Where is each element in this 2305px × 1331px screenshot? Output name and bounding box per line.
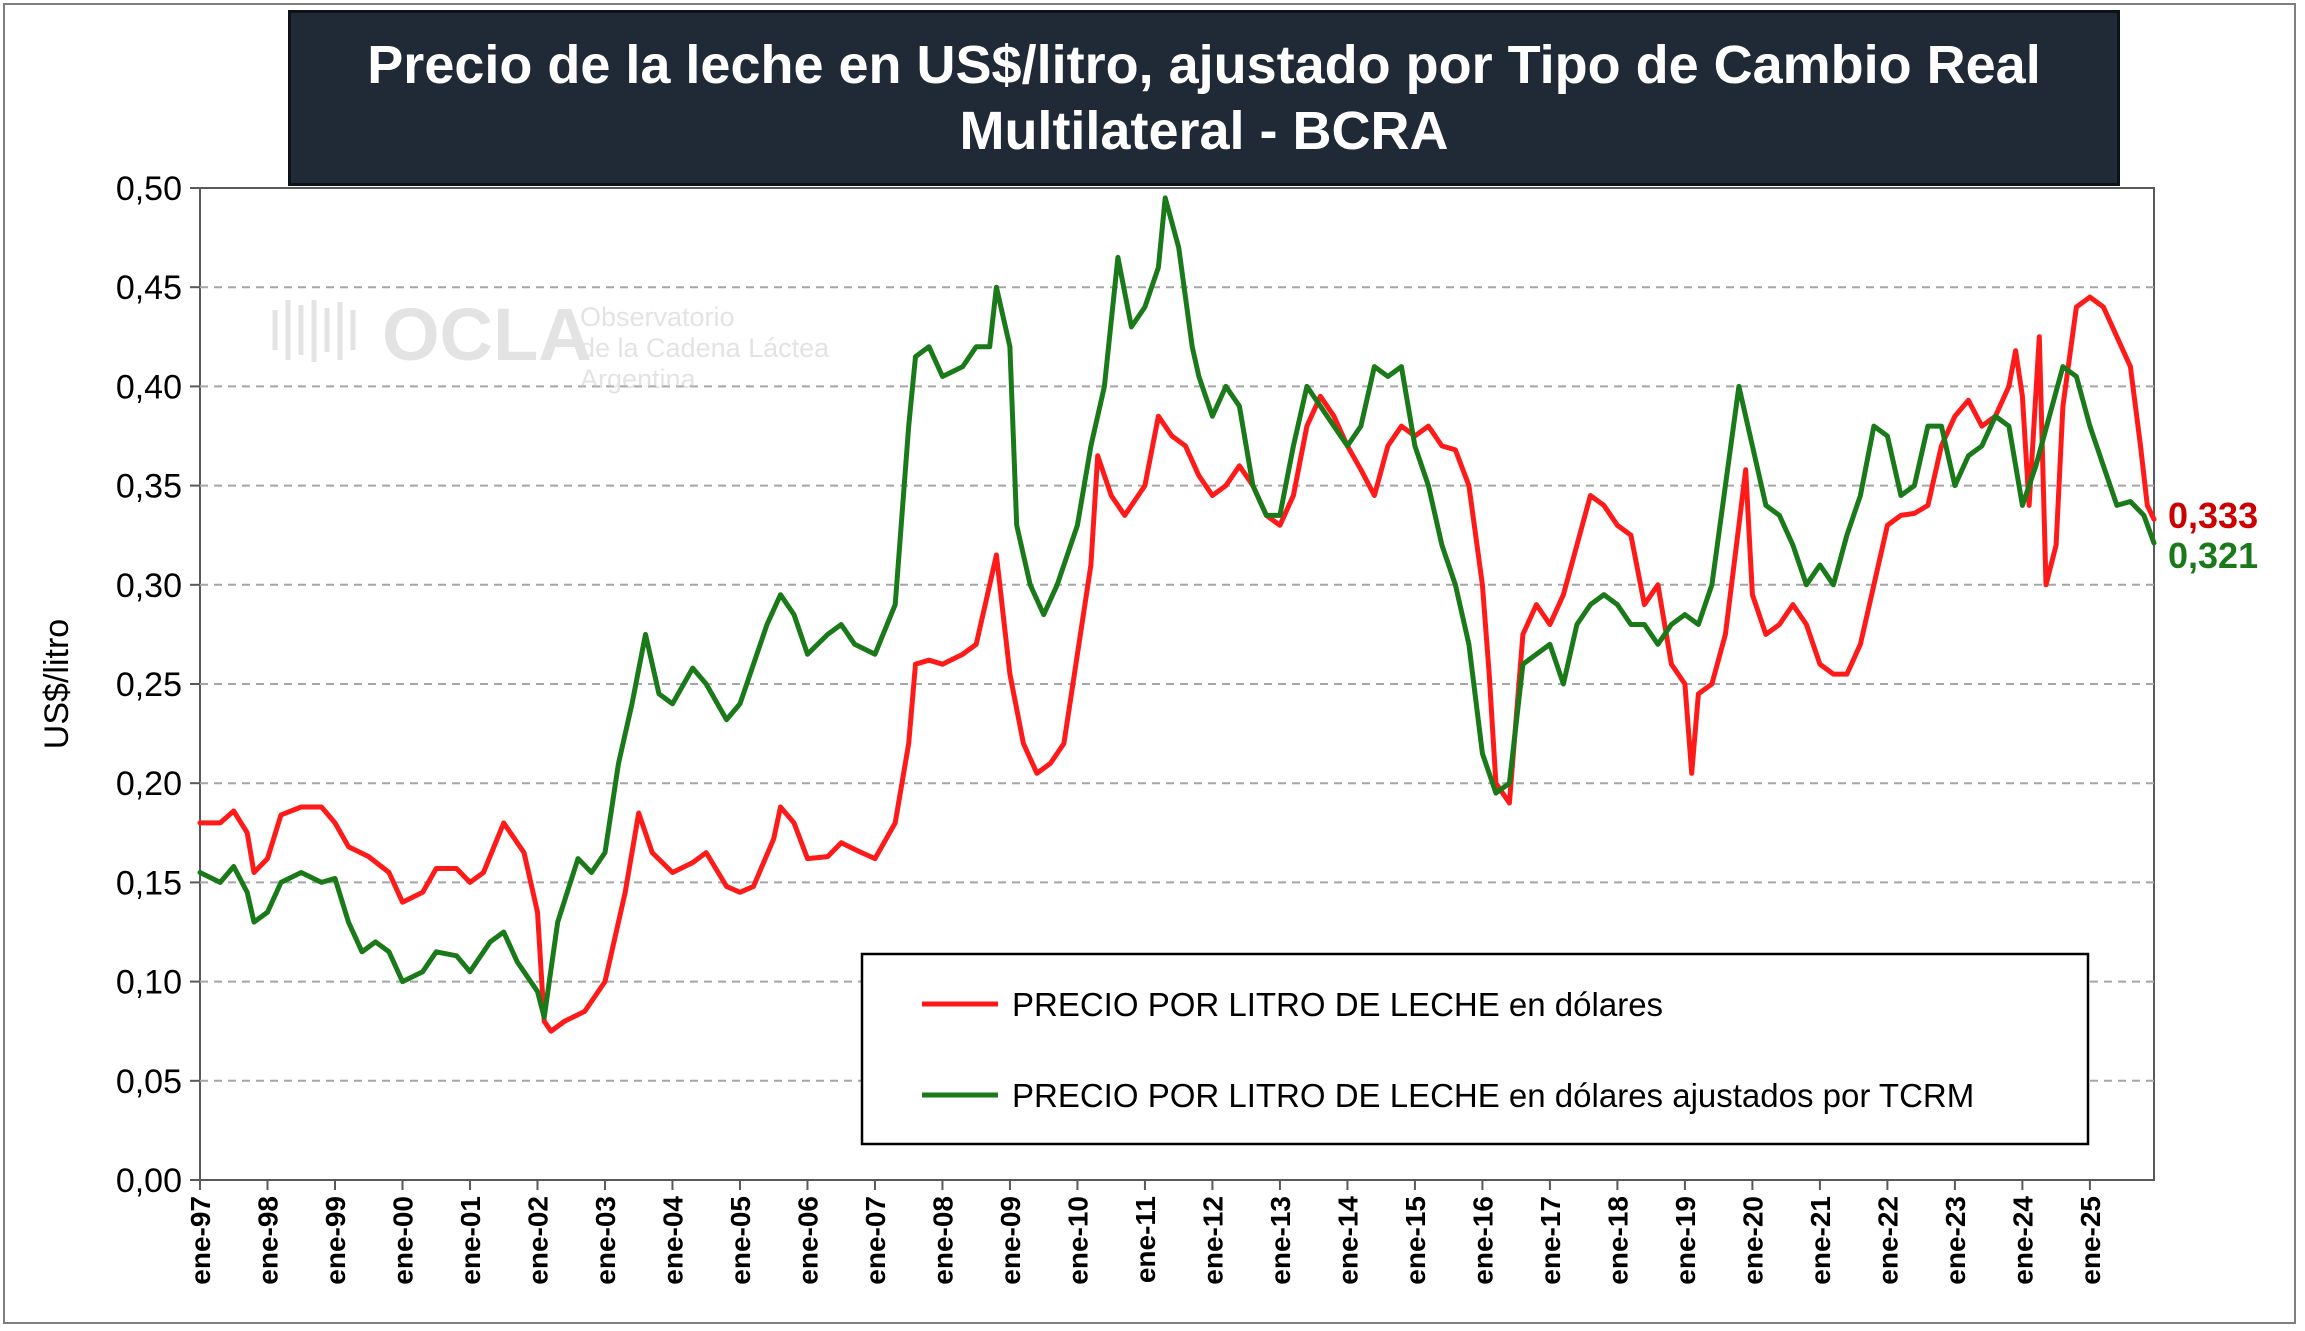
legend: PRECIO POR LITRO DE LECHE en dólares PRE…: [860, 952, 2090, 1146]
x-tick-label: ene-16: [1467, 1196, 1498, 1285]
series-line-usd: [197, 294, 2157, 1034]
x-tick-label: ene-07: [860, 1196, 891, 1285]
y-tick-label: 0,30: [116, 567, 182, 605]
y-axis-label: US$/litro: [38, 619, 76, 749]
x-tick-label: ene-21: [1805, 1196, 1836, 1285]
x-tick-label: ene-20: [1737, 1196, 1768, 1285]
x-tick-label: ene-09: [995, 1196, 1026, 1285]
x-tick-label: ene-13: [1265, 1196, 1296, 1285]
x-tick-label: ene-23: [1940, 1196, 1971, 1285]
title-line-2: Multilateral - BCRA: [959, 101, 1449, 161]
x-tick-label: ene-04: [657, 1196, 688, 1285]
y-tick-label: 0,00: [116, 1162, 182, 1200]
x-tick-label: ene-06: [792, 1196, 823, 1285]
chart-title: Precio de la leche en US$/litro, ajustad…: [288, 10, 2120, 186]
y-tick-label: 0,35: [116, 468, 182, 506]
ocla-watermark: OCLA Observatorio de la Cadena Láctea Ar…: [272, 293, 830, 394]
watermark-logo-text: OCLA: [382, 293, 592, 376]
y-tick-label: 0,45: [116, 269, 182, 307]
legend-box: [860, 952, 2090, 1146]
watermark-line-1: Observatorio: [580, 302, 735, 332]
x-tick-label: ene-14: [1332, 1196, 1363, 1285]
y-tick-label: 0,40: [116, 368, 182, 406]
x-tick-label: ene-03: [590, 1196, 621, 1285]
legend-label-usd: PRECIO POR LITRO DE LECHE en dólares: [1012, 986, 1663, 1023]
x-tick-label: ene-18: [1602, 1196, 1633, 1285]
x-tick-label: ene-05: [725, 1196, 756, 1285]
end-value-label-tcrm: 0,321: [2168, 535, 2258, 576]
x-tick-label: ene-12: [1197, 1196, 1228, 1285]
x-tick-label: ene-17: [1535, 1196, 1566, 1285]
x-tick-label: ene-98: [252, 1196, 283, 1285]
y-tick-label: 0,05: [116, 1063, 182, 1101]
x-tick-label: ene-15: [1400, 1196, 1431, 1285]
watermark-line-2: de la Cadena Láctea: [580, 333, 830, 363]
x-tick-label: ene-01: [455, 1196, 486, 1285]
x-tick-label: ene-99: [320, 1196, 351, 1285]
y-tick-label: 0,50: [116, 170, 182, 208]
y-tick-label: 0,15: [116, 864, 182, 902]
x-tick-label: ene-22: [1872, 1196, 1903, 1285]
y-tick-label: 0,25: [116, 666, 182, 704]
x-tick-label: ene-08: [927, 1196, 958, 1285]
y-axis-ticks: 0,00 0,05 0,10 0,15 0,20 0,25 0,30 0,35 0,40 0,45…: [116, 170, 200, 1200]
series-line-tcrm: [197, 195, 2157, 1020]
x-tick-label: ene-25: [2075, 1196, 2106, 1285]
end-value-label-usd: 0,333: [2168, 495, 2258, 536]
x-tick-label: ene-19: [1670, 1196, 1701, 1285]
y-tick-label: 0,10: [116, 964, 182, 1002]
x-tick-label: ene-02: [522, 1196, 553, 1285]
legend-label-tcrm: PRECIO POR LITRO DE LECHE en dólares aju…: [1012, 1077, 1974, 1114]
x-tick-label: ene-11: [1130, 1196, 1161, 1283]
x-tick-label: ene-24: [2007, 1196, 2038, 1285]
x-tick-label: ene-10: [1062, 1196, 1093, 1285]
ocla-logo-icon: [272, 300, 356, 362]
x-tick-label: ene-97: [185, 1196, 216, 1285]
x-tick-label: ene-00: [387, 1196, 418, 1285]
title-line-1: Precio de la leche en US$/litro, ajustad…: [367, 35, 2041, 95]
x-axis-ticks: ene-97 ene-98 ene-99 ene-00 ene-01 ene-02 ene-…: [185, 1180, 2106, 1285]
y-tick-label: 0,20: [116, 765, 182, 803]
watermark-line-3: Argentina: [580, 364, 697, 394]
